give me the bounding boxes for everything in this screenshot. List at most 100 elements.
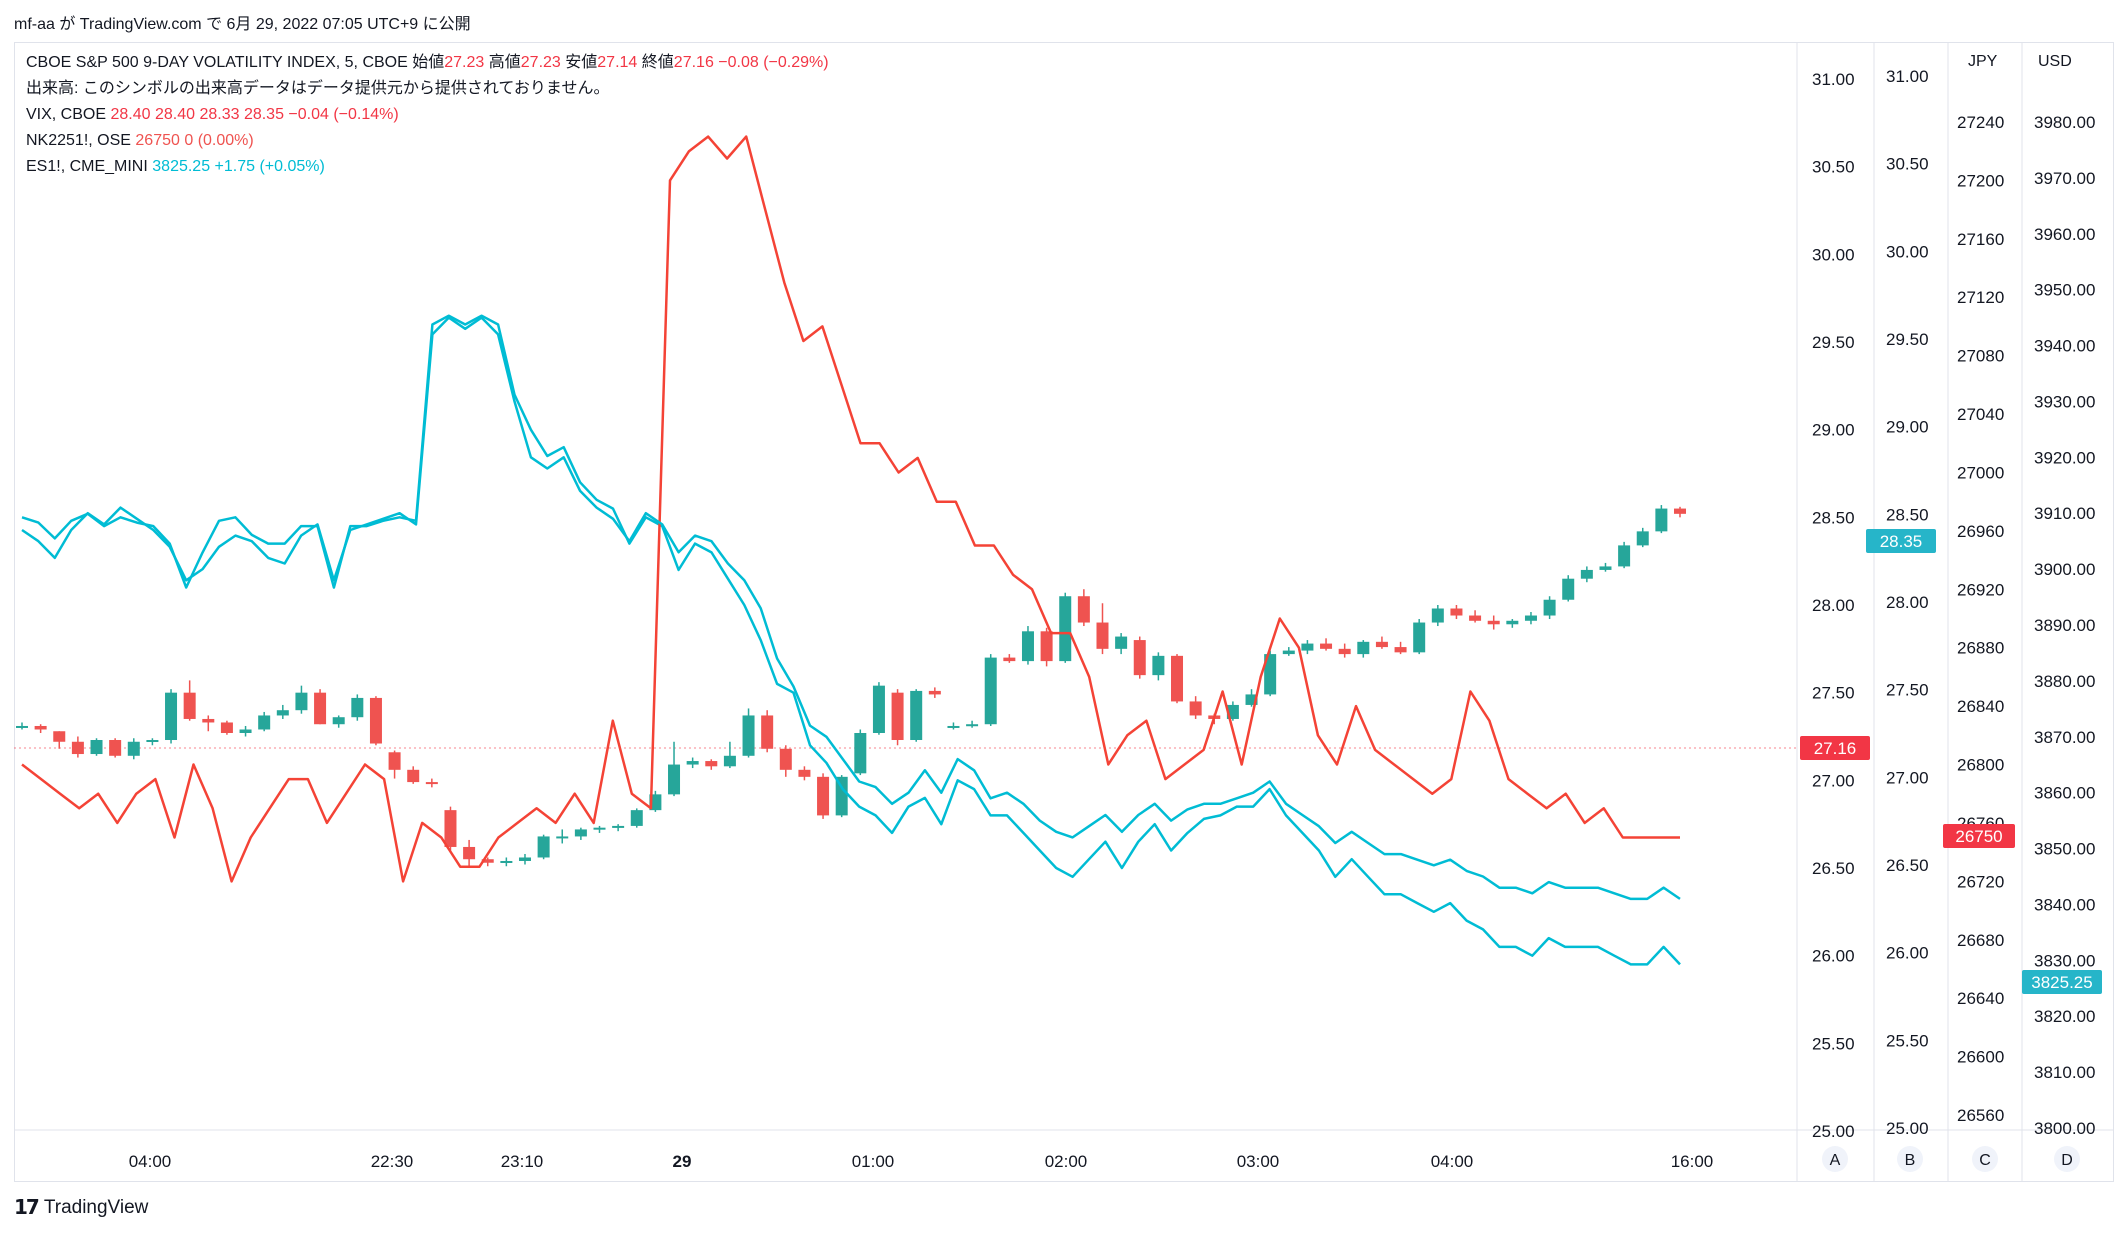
- legend-low-value: 27.14: [597, 54, 638, 71]
- axis-a-tick: 26.50: [1812, 859, 1855, 878]
- legend-es-values: 3825.25 +1.75 (+0.05%): [152, 158, 325, 175]
- axis-c-tick: 27000: [1957, 463, 2004, 482]
- candle-body: [1059, 596, 1072, 662]
- legend-high-label: 高値: [488, 54, 521, 71]
- candle-body: [1003, 657, 1016, 662]
- axis-letter: D: [2061, 1152, 2073, 1169]
- legend-nk-name: NK2251!, OSE: [26, 132, 131, 149]
- candle-body: [574, 829, 587, 837]
- candle-body: [1152, 655, 1165, 676]
- candle-body: [1171, 655, 1184, 702]
- candle-body: [1636, 531, 1649, 546]
- candle-body: [463, 846, 476, 860]
- axis-a-tick: 29.00: [1812, 421, 1855, 440]
- chart-legend: CBOE S&P 500 9-DAY VOLATILITY INDEX, 5, …: [26, 50, 829, 180]
- legend-vix-name: VIX, CBOE: [26, 106, 107, 123]
- time-axis-tick: 23:10: [501, 1152, 544, 1171]
- candle-body: [1320, 643, 1333, 649]
- axis-c-tick: 27080: [1957, 347, 2004, 366]
- candle-body: [1413, 622, 1426, 653]
- axis-d-tick: 3810.00: [2034, 1063, 2095, 1082]
- axis-a-tick: 28.00: [1812, 596, 1855, 615]
- candle-body: [947, 725, 960, 728]
- axis-d-tick: 3960.00: [2034, 225, 2095, 244]
- axis-c-tick: 26560: [1957, 1106, 2004, 1125]
- axis-b-tick: 31.00: [1886, 67, 1929, 86]
- axis-c-tick: 27200: [1957, 171, 2004, 190]
- axis-b-tick: 27.50: [1886, 681, 1929, 700]
- axis-d-tick: 3970.00: [2034, 169, 2095, 188]
- axis-a-tick: 30.50: [1812, 158, 1855, 177]
- candle-body: [1450, 608, 1463, 616]
- axis-c-tick: 27120: [1957, 288, 2004, 307]
- price-tag-es-bg: [2022, 970, 2102, 994]
- tradingview-footer[interactable]: 𝟭𝟳 TradingView: [14, 1193, 148, 1223]
- price-tag-nk-bg: [1943, 824, 2015, 848]
- candle-body: [183, 692, 196, 719]
- axis-d-tick: 3930.00: [2034, 392, 2095, 411]
- axis-b-tick: 28.50: [1886, 505, 1929, 524]
- time-axis-tick: 29: [673, 1152, 692, 1171]
- axis-d-tick: 3860.00: [2034, 784, 2095, 803]
- candle-body: [407, 769, 420, 783]
- candle-body: [500, 860, 513, 863]
- axis-c-tick: 27040: [1957, 405, 2004, 424]
- candle-body: [1338, 648, 1351, 655]
- axis-b-tick: 30.00: [1886, 242, 1929, 261]
- axis-c-tick: 26680: [1957, 931, 2004, 950]
- candle-body: [1487, 620, 1500, 625]
- axis-d-tick: 3820.00: [2034, 1007, 2095, 1026]
- axis-b-tick: 29.00: [1886, 418, 1929, 437]
- candle-body: [1040, 631, 1053, 662]
- legend-low-label: 安値: [565, 54, 598, 71]
- candle-body: [1096, 622, 1109, 649]
- price-tag-main: 27.16: [1814, 739, 1857, 758]
- axis-a-tick: 31.00: [1812, 70, 1855, 89]
- candle-body: [723, 755, 736, 767]
- candle-body: [1394, 647, 1407, 653]
- axis-c-tick: 27160: [1957, 230, 2004, 249]
- candle-body: [369, 697, 382, 744]
- axis-c-tick: 26960: [1957, 522, 2004, 541]
- axis-a-tick: 25.50: [1812, 1034, 1855, 1053]
- candle-body: [1506, 620, 1519, 625]
- axis-d-tick: 3800.00: [2034, 1119, 2095, 1138]
- legend-nk-values: 26750 0 (0.00%): [135, 132, 254, 149]
- candle-body: [835, 776, 848, 816]
- legend-nk: NK2251!, OSE 26750 0 (0.00%): [26, 128, 829, 154]
- candle-body: [1543, 599, 1556, 616]
- legend-main-name: CBOE S&P 500 9-DAY VOLATILITY INDEX, 5, …: [26, 54, 408, 71]
- candle-body: [314, 692, 327, 725]
- candle-body: [53, 731, 66, 742]
- legend-high-value: 27.23: [520, 54, 561, 71]
- candle-body: [276, 710, 289, 716]
- price-tag-vix: 28.35: [1880, 532, 1923, 551]
- candle-body: [891, 692, 904, 741]
- axis-c-tick: 26640: [1957, 989, 2004, 1008]
- axis-d-unit: USD: [2038, 53, 2072, 70]
- axis-d-tick: 3890.00: [2034, 616, 2095, 635]
- axis-c-tick: 26600: [1957, 1048, 2004, 1067]
- axis-b-tick: 26.50: [1886, 856, 1929, 875]
- candle-body: [1245, 694, 1258, 705]
- axis-c-tick: 26800: [1957, 756, 2004, 775]
- candle-body: [668, 764, 681, 795]
- axis-d-tick: 3910.00: [2034, 504, 2095, 523]
- axis-d-tick: 3940.00: [2034, 337, 2095, 356]
- axis-d-tick: 3880.00: [2034, 672, 2095, 691]
- time-axis-tick: 01:00: [852, 1152, 895, 1171]
- axis-d-tick: 3950.00: [2034, 281, 2095, 300]
- axis-d-tick: 3900.00: [2034, 560, 2095, 579]
- axis-b-tick: 27.00: [1886, 768, 1929, 787]
- time-axis-tick: 22:30: [371, 1152, 414, 1171]
- candle-body: [966, 724, 979, 727]
- axis-d-tick: 3920.00: [2034, 448, 2095, 467]
- legend-close-label: 終値: [641, 54, 674, 71]
- axis-a-tick: 28.50: [1812, 508, 1855, 527]
- vix-line: [21, 314, 1681, 966]
- candle-body: [220, 722, 233, 733]
- axis-d-tick: 3840.00: [2034, 895, 2095, 914]
- legend-close-value: 27.16: [673, 54, 714, 71]
- candle-body: [444, 810, 457, 847]
